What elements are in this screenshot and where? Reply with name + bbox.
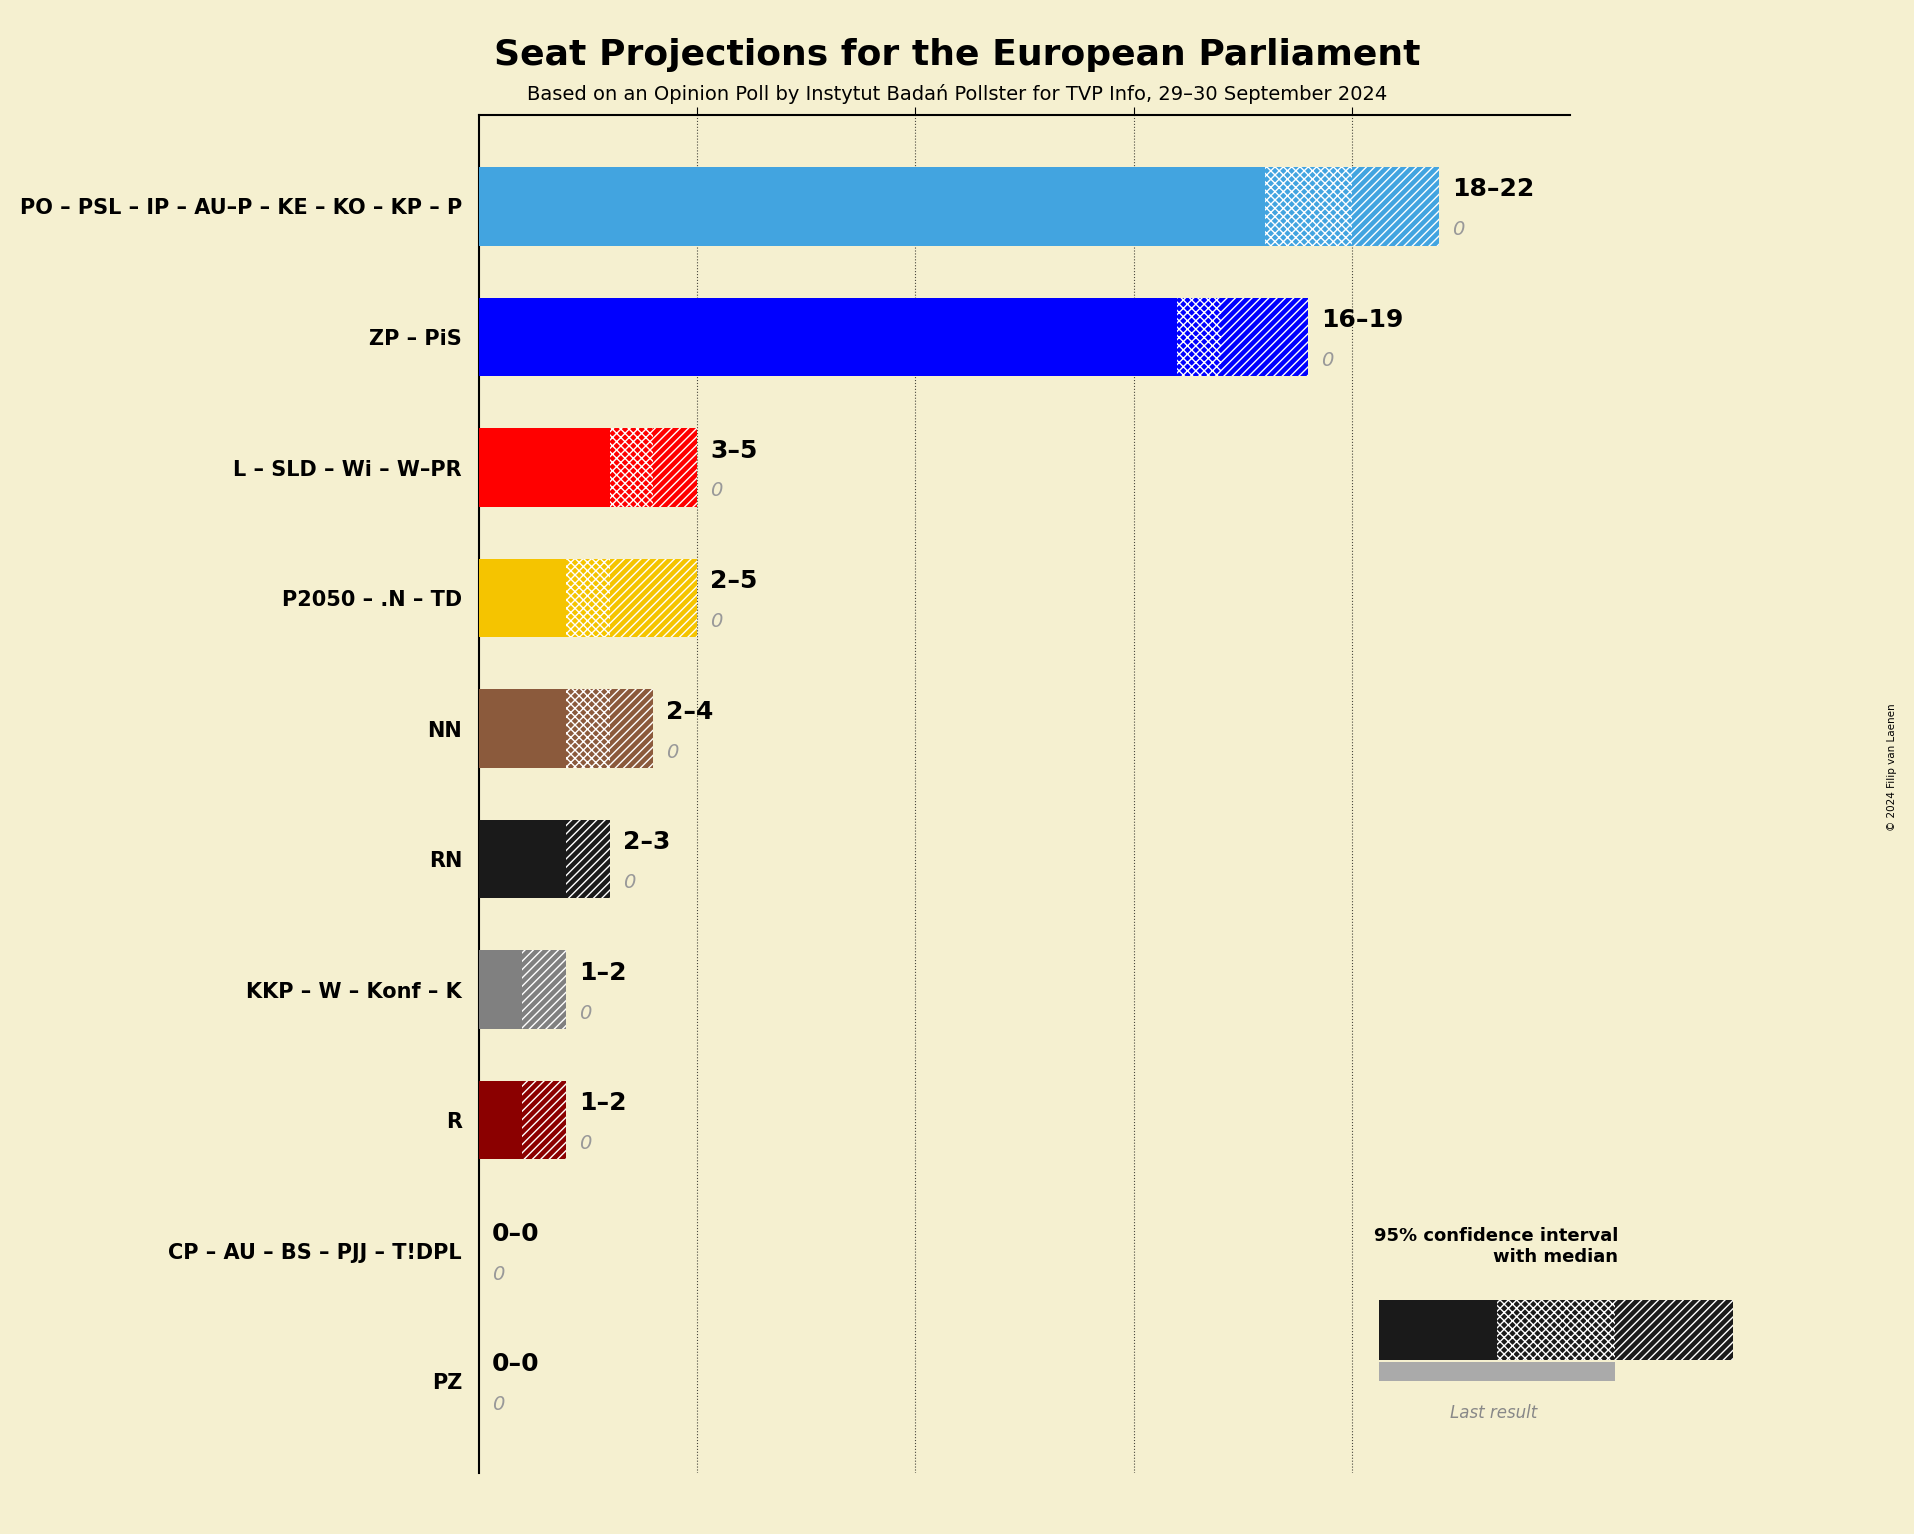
Text: 2–4: 2–4	[666, 700, 714, 724]
Text: 2–3: 2–3	[622, 830, 670, 854]
Bar	[478, 1081, 523, 1160]
Text: 0: 0	[710, 612, 722, 630]
Bar	[1614, 1301, 1732, 1359]
Bar	[609, 689, 653, 767]
Text: 0–0: 0–0	[492, 1353, 540, 1376]
Text: 2–5: 2–5	[710, 569, 758, 594]
Text: 0: 0	[578, 1134, 591, 1154]
Text: Last result: Last result	[1449, 1404, 1537, 1422]
Text: 0: 0	[1321, 351, 1334, 370]
Bar	[478, 951, 523, 1029]
Text: 3–5: 3–5	[710, 439, 758, 463]
Text: 95% confidence interval
with median: 95% confidence interval with median	[1372, 1227, 1617, 1266]
Bar	[1378, 1301, 1497, 1359]
Bar	[567, 821, 609, 899]
Bar	[478, 428, 609, 506]
Text: 0: 0	[492, 1264, 503, 1284]
Text: 1–2: 1–2	[578, 1091, 626, 1115]
Bar	[567, 689, 609, 767]
Text: 0–0: 0–0	[492, 1221, 540, 1246]
Bar	[1351, 167, 1439, 245]
Text: © 2024 Filip van Laenen: © 2024 Filip van Laenen	[1885, 703, 1897, 831]
Bar	[1221, 298, 1307, 376]
Bar	[523, 951, 567, 1029]
Bar	[609, 428, 653, 506]
Bar	[478, 558, 567, 637]
Bar	[609, 558, 697, 637]
Text: Based on an Opinion Poll by Instytut Badań Pollster for TVP Info, 29–30 Septembe: Based on an Opinion Poll by Instytut Bad…	[526, 84, 1388, 104]
Bar	[1263, 167, 1351, 245]
Bar	[1378, 1362, 1614, 1381]
Text: 0: 0	[622, 873, 635, 893]
Bar	[567, 558, 609, 637]
Bar	[523, 1081, 567, 1160]
Text: 16–19: 16–19	[1321, 308, 1403, 331]
Text: 18–22: 18–22	[1451, 178, 1533, 201]
Bar	[478, 298, 1177, 376]
Text: 0: 0	[666, 742, 679, 761]
Text: 0: 0	[1451, 221, 1464, 239]
Text: 0: 0	[492, 1396, 503, 1414]
Bar	[1177, 298, 1221, 376]
Text: 0: 0	[710, 482, 722, 500]
Bar	[478, 821, 567, 899]
Bar	[478, 167, 1263, 245]
Bar	[1497, 1301, 1614, 1359]
Text: 0: 0	[578, 1003, 591, 1023]
Bar	[478, 689, 567, 767]
Bar	[653, 428, 697, 506]
Text: 1–2: 1–2	[578, 960, 626, 985]
Text: Seat Projections for the European Parliament: Seat Projections for the European Parlia…	[494, 38, 1420, 72]
